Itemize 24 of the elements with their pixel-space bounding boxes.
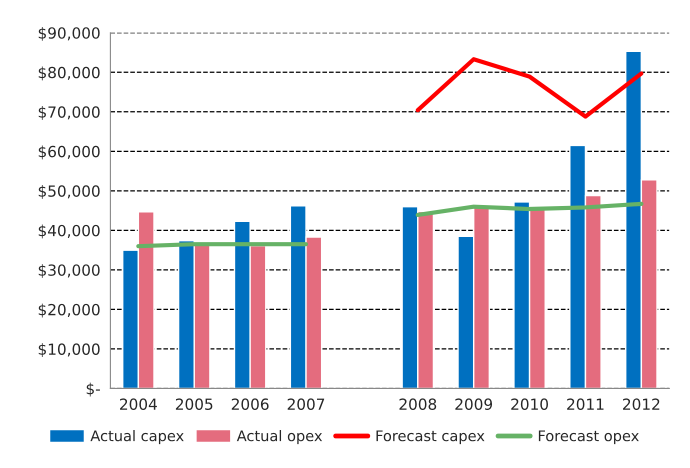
y-tick-label: $60,000 <box>38 146 100 160</box>
x-tick-label: 2006 <box>232 398 269 410</box>
y-tick-label: $20,000 <box>38 304 100 318</box>
y-tick-label: $80,000 <box>38 66 100 80</box>
y-tick-label: $10,000 <box>38 343 100 357</box>
y-tick-label: $40,000 <box>38 224 100 238</box>
y-tick-label: $30,000 <box>38 264 100 278</box>
x-tick-label: 2008 <box>399 398 436 410</box>
x-tick-label: 2011 <box>567 398 604 410</box>
y-tick-label: $- <box>86 382 100 396</box>
y-tick-label: $70,000 <box>38 106 100 120</box>
x-tick-label: 2010 <box>511 398 548 410</box>
x-tick-label: 2007 <box>288 398 324 410</box>
legend-label: Forecast capex <box>376 430 484 444</box>
y-tick-label: $50,000 <box>38 185 100 199</box>
y-tick-label: $90,000 <box>38 26 100 41</box>
x-tick-label: 2009 <box>455 398 492 410</box>
line-series <box>416 57 644 119</box>
legend-label: Forecast opex <box>538 430 639 444</box>
legend-label: Actual opex <box>236 430 322 444</box>
x-tick-label: 2012 <box>623 398 660 410</box>
x-tick-label: 2005 <box>176 398 212 410</box>
x-tick-label: 2004 <box>120 398 157 410</box>
legend-label: Actual capex <box>90 430 184 444</box>
